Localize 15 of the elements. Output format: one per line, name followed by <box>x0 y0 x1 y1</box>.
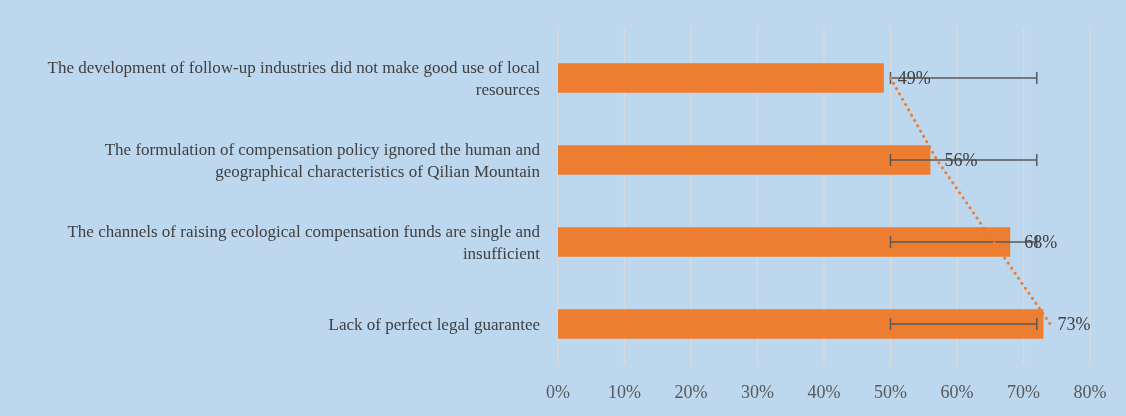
y-tick-label: The development of follow-up industries did not make good use of local resources <box>47 58 541 99</box>
x-tick-label: 70% <box>1007 382 1040 402</box>
y-tick-label: Lack of perfect legal guarantee <box>328 315 540 334</box>
x-tick-label: 40% <box>807 382 841 402</box>
x-tick-label: 0% <box>546 382 570 402</box>
x-tick-label: 30% <box>741 382 774 402</box>
data-label: 73% <box>1057 314 1091 334</box>
x-tick-label: 60% <box>940 382 974 402</box>
y-tick-label: The channels of raising ecological compensation funds are single and insufficient <box>67 222 541 263</box>
x-tick-label: 80% <box>1073 382 1107 402</box>
x-tick-label: 20% <box>674 382 708 402</box>
y-tick-label: The formulation of compensation policy ignored the human and geographical characteristics of Qilian Mountain <box>104 140 541 181</box>
x-tick-label: 50% <box>874 382 907 402</box>
x-tick-label: 10% <box>608 382 641 402</box>
bar <box>558 63 884 93</box>
